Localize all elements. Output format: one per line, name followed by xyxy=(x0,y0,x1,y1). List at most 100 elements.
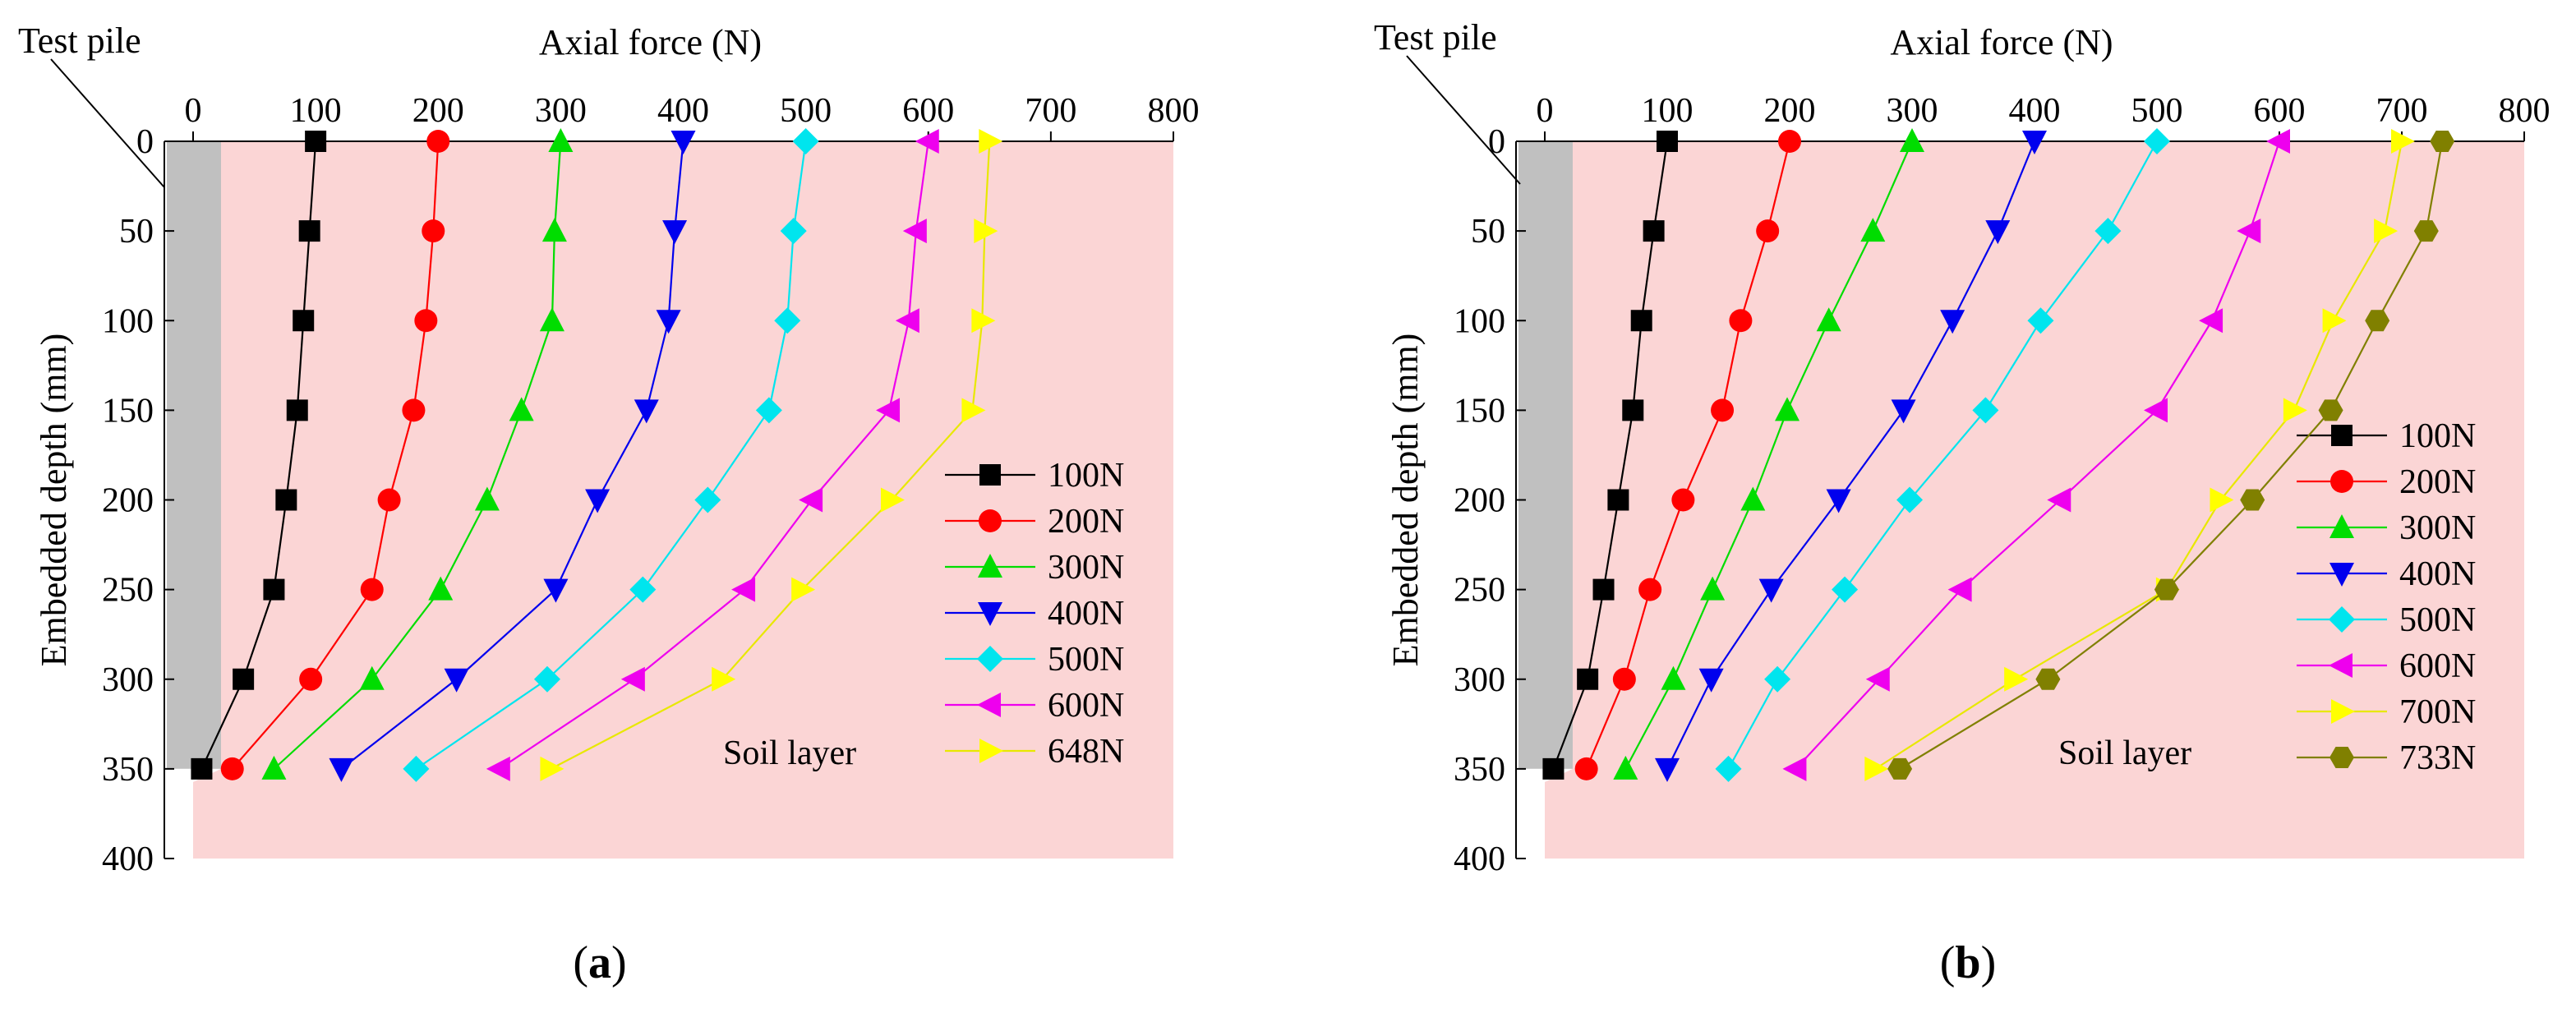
series-line xyxy=(200,140,317,770)
legend-marker xyxy=(2330,470,2353,493)
data-point xyxy=(1574,757,1598,780)
series-600N: 600N xyxy=(486,129,1124,781)
x-tick-label: 300 xyxy=(1887,92,1938,130)
data-point xyxy=(2027,307,2054,334)
data-point xyxy=(1756,219,1780,243)
data-point xyxy=(799,487,823,513)
test-pile-rect xyxy=(167,141,221,769)
series-600N: 600N xyxy=(1782,129,2476,781)
series-line xyxy=(1874,140,2403,770)
legend-label: 200N xyxy=(1048,503,1124,541)
legend-label: 400N xyxy=(1048,595,1124,633)
series-500N: 500N xyxy=(403,128,1124,782)
series-200N: 200N xyxy=(220,130,1124,780)
data-point xyxy=(2413,220,2439,242)
y-tick-label: 0 xyxy=(1488,123,1505,161)
soil-layer-area xyxy=(193,141,1173,859)
data-point xyxy=(2430,131,2455,152)
data-point xyxy=(774,307,801,334)
data-point xyxy=(1860,218,1886,242)
y-tick-label: 400 xyxy=(102,840,154,878)
y-tick-label: 200 xyxy=(102,482,154,520)
legend-label: 300N xyxy=(2399,509,2476,547)
data-point xyxy=(620,666,645,692)
legend-marker xyxy=(2331,425,2353,446)
series-line xyxy=(499,140,929,770)
data-point xyxy=(191,757,213,780)
x-tick-label: 600 xyxy=(2254,92,2306,130)
data-point xyxy=(2237,219,2261,244)
x-tick-label: 100 xyxy=(290,92,342,130)
y-tick-label: 350 xyxy=(1454,751,1505,789)
data-point xyxy=(662,220,688,245)
data-point xyxy=(731,577,756,602)
data-point xyxy=(979,129,1003,154)
data-point xyxy=(261,755,287,780)
legend-label: 100N xyxy=(2399,417,2476,455)
series-648N: 648N xyxy=(540,129,1124,781)
data-point xyxy=(881,487,906,513)
data-point xyxy=(543,578,569,603)
data-point xyxy=(2318,399,2343,421)
series-line xyxy=(550,140,991,770)
caption-open: ( xyxy=(573,937,588,988)
y-tick-label: 300 xyxy=(1454,661,1505,699)
data-point xyxy=(895,308,919,334)
data-point xyxy=(2199,308,2223,334)
data-point xyxy=(2283,398,2307,423)
legend-label: 500N xyxy=(1048,641,1124,679)
y-tick-label: 50 xyxy=(1471,213,1505,251)
x-tick-label: 0 xyxy=(1537,92,1554,130)
series-line xyxy=(273,140,562,770)
data-point xyxy=(1764,665,1791,693)
data-point xyxy=(902,219,927,244)
legend-label: 500N xyxy=(2399,601,2476,639)
x-tick-label: 400 xyxy=(2009,92,2061,130)
series-line xyxy=(1552,140,1669,770)
data-point xyxy=(876,398,901,423)
series-line xyxy=(1899,140,2444,770)
data-point xyxy=(1671,488,1695,512)
data-point xyxy=(1896,486,1924,513)
panel-caption: (b) xyxy=(1940,937,1996,988)
y-tick-label: 300 xyxy=(102,661,154,699)
y-tick-label: 50 xyxy=(119,213,154,251)
data-point xyxy=(1700,576,1726,601)
data-point xyxy=(961,398,986,423)
x-tick-label: 300 xyxy=(535,92,587,130)
x-tick-label: 600 xyxy=(902,92,954,130)
data-point xyxy=(792,128,819,154)
data-point xyxy=(1775,397,1800,421)
data-point xyxy=(1661,665,1686,690)
data-point xyxy=(1782,756,1807,781)
x-tick-label: 200 xyxy=(412,92,464,130)
test-pile-rect xyxy=(1518,141,1573,769)
legend-marker xyxy=(2329,747,2354,768)
data-point xyxy=(2374,219,2399,244)
data-point xyxy=(1613,755,1638,780)
data-point xyxy=(1778,130,1801,153)
y-tick-label: 250 xyxy=(1454,572,1505,610)
series-100N: 100N xyxy=(191,131,1124,780)
data-point xyxy=(1698,668,1724,693)
legend-marker xyxy=(977,693,1001,717)
y-tick-label: 350 xyxy=(102,751,154,789)
series-200N: 200N xyxy=(1574,130,2476,780)
data-point xyxy=(298,220,320,242)
caption-letter: b xyxy=(1955,937,1980,988)
legend-label: 100N xyxy=(1048,457,1124,495)
data-point xyxy=(263,578,285,601)
x-tick-label: 800 xyxy=(2499,92,2551,130)
series-line xyxy=(231,140,440,770)
data-point xyxy=(359,665,385,690)
data-point xyxy=(2240,489,2265,511)
series-line xyxy=(1585,140,1791,770)
data-point xyxy=(2035,668,2061,690)
data-point xyxy=(2004,666,2029,692)
legend-marker xyxy=(2329,606,2355,633)
data-point xyxy=(1826,489,1851,513)
legend-label: 600N xyxy=(1048,687,1124,725)
data-point xyxy=(2210,487,2234,513)
series-line xyxy=(1624,140,1914,770)
